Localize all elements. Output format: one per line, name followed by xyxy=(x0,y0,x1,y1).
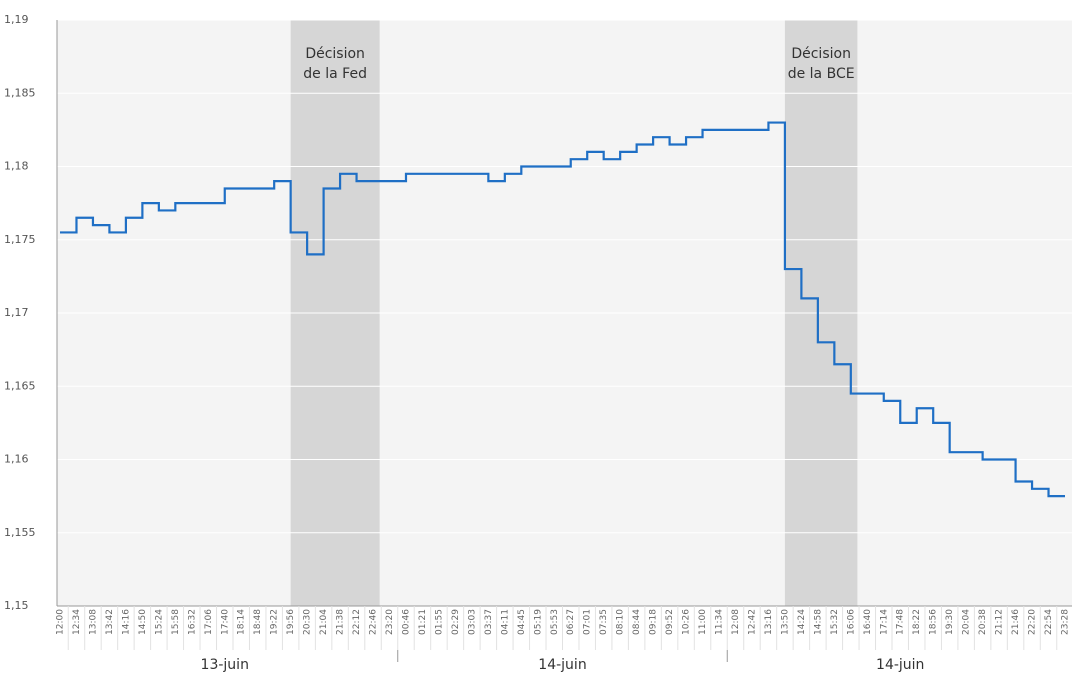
x-tick-label: 04:45 xyxy=(517,609,527,635)
x-tick-label: 07:35 xyxy=(599,609,609,635)
x-tick-label: 15:24 xyxy=(154,609,164,635)
x-tick-label: 18:56 xyxy=(929,609,939,635)
group-label: 13-juin xyxy=(201,657,249,673)
x-tick-label: 21:04 xyxy=(319,609,329,635)
x-tick-label: 08:10 xyxy=(616,609,626,635)
x-tick-label: 22:54 xyxy=(1044,609,1054,635)
x-tick-label: 12:00 xyxy=(56,609,66,635)
x-tick-label: 12:08 xyxy=(731,609,741,635)
group-label: 14-juin xyxy=(538,657,586,673)
x-tick-label: 21:46 xyxy=(1011,609,1021,635)
y-tick-label: 1,19 xyxy=(4,13,29,26)
x-tick-label: 06:27 xyxy=(566,609,576,635)
x-tick-label: 22:46 xyxy=(369,609,379,635)
x-tick-label: 22:20 xyxy=(1028,609,1038,635)
x-tick-label: 04:11 xyxy=(500,609,510,635)
x-tick-label: 21:12 xyxy=(995,609,1005,635)
x-tick-label: 07:01 xyxy=(583,609,593,635)
y-tick-label: 1,175 xyxy=(4,233,36,246)
x-tick-label: 13:50 xyxy=(780,609,790,635)
x-tick-label: 13:42 xyxy=(105,609,115,635)
y-tick-label: 1,155 xyxy=(4,526,36,539)
x-tick-label: 00:46 xyxy=(401,609,411,635)
x-tick-label: 19:22 xyxy=(270,609,280,635)
x-tick-label: 14:24 xyxy=(797,609,807,635)
y-tick-label: 1,17 xyxy=(4,306,29,319)
x-tick-label: 18:48 xyxy=(253,609,263,635)
x-tick-label: 05:53 xyxy=(550,609,560,635)
x-tick-label: 05:19 xyxy=(533,609,543,635)
x-tick-label: 18:22 xyxy=(912,609,922,635)
annotation: Décision xyxy=(305,46,365,62)
x-tick-label: 18:14 xyxy=(237,609,247,635)
group-label: 14-juin xyxy=(876,657,924,673)
x-tick-label: 13:16 xyxy=(764,609,774,635)
x-tick-label: 03:03 xyxy=(467,609,477,635)
x-tick-label: 12:42 xyxy=(747,609,757,635)
y-tick-label: 1,16 xyxy=(4,453,29,466)
x-tick-label: 09:52 xyxy=(665,609,675,635)
x-tick-label: 16:32 xyxy=(187,609,197,635)
x-tick-label: 14:50 xyxy=(138,609,148,635)
x-tick-label: 10:26 xyxy=(682,609,692,635)
x-tick-label: 15:58 xyxy=(171,609,181,635)
x-tick-label: 08:44 xyxy=(632,609,642,635)
x-tick-label: 19:56 xyxy=(286,609,296,635)
y-tick-label: 1,18 xyxy=(4,160,29,173)
annotation: de la Fed xyxy=(303,66,367,82)
annotation: Décision xyxy=(791,46,851,62)
x-tick-label: 09:18 xyxy=(649,609,659,635)
x-tick-label: 11:00 xyxy=(698,609,708,635)
x-tick-label: 01:21 xyxy=(418,609,428,635)
x-tick-label: 01:55 xyxy=(434,609,444,635)
x-tick-label: 20:04 xyxy=(962,609,972,635)
x-tick-label: 17:40 xyxy=(220,609,230,635)
y-tick-label: 1,15 xyxy=(4,599,29,612)
x-tick-label: 16:40 xyxy=(863,609,873,635)
price-line xyxy=(60,121,1065,498)
x-tick-label: 15:32 xyxy=(830,609,840,635)
x-tick-label: 19:30 xyxy=(945,609,955,635)
x-tick-label: 22:12 xyxy=(352,609,362,635)
x-tick-label: 16:06 xyxy=(846,609,856,635)
x-tick-label: 02:29 xyxy=(451,609,461,635)
x-tick-label: 03:37 xyxy=(484,609,494,635)
x-tick-label: 14:58 xyxy=(813,609,823,635)
x-tick-label: 20:38 xyxy=(978,609,988,635)
x-tick-label: 17:14 xyxy=(879,609,889,635)
y-tick-label: 1,185 xyxy=(4,86,36,99)
x-tick-label: 17:48 xyxy=(896,609,906,635)
y-tick-label: 1,165 xyxy=(4,379,36,392)
x-tick-label: 20:30 xyxy=(303,609,313,635)
x-tick-label: 13:08 xyxy=(88,609,98,635)
annotation: de la BCE xyxy=(788,66,855,82)
x-tick-label: 17:06 xyxy=(204,609,214,635)
x-tick-label: 21:38 xyxy=(336,609,346,635)
x-tick-label: 11:34 xyxy=(715,609,725,635)
x-tick-label: 23:20 xyxy=(385,609,395,635)
x-tick-label: 12:34 xyxy=(72,609,82,635)
x-tick-label: 14:16 xyxy=(121,609,131,635)
x-tick-label: 23:28 xyxy=(1061,609,1071,635)
